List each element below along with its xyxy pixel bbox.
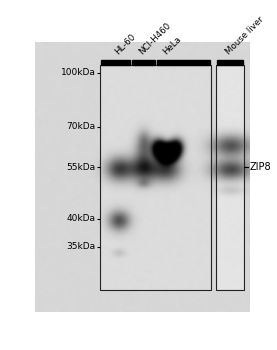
- Bar: [132, 60, 155, 65]
- Bar: [217, 60, 243, 65]
- Bar: [216, 65, 244, 290]
- Text: HeLa: HeLa: [161, 35, 183, 57]
- Text: 35kDa: 35kDa: [67, 242, 96, 251]
- Text: 55kDa: 55kDa: [67, 163, 96, 172]
- Text: HL-60: HL-60: [113, 33, 137, 57]
- Text: 40kDa: 40kDa: [67, 214, 96, 223]
- Text: Mouse liver: Mouse liver: [224, 15, 265, 57]
- Text: ZIP8: ZIP8: [250, 162, 271, 172]
- Bar: [100, 65, 211, 290]
- Text: 100kDa: 100kDa: [61, 69, 96, 77]
- Text: 70kDa: 70kDa: [67, 122, 96, 131]
- Bar: [157, 60, 210, 65]
- Text: NCI-H460: NCI-H460: [137, 21, 173, 57]
- Bar: [101, 60, 130, 65]
